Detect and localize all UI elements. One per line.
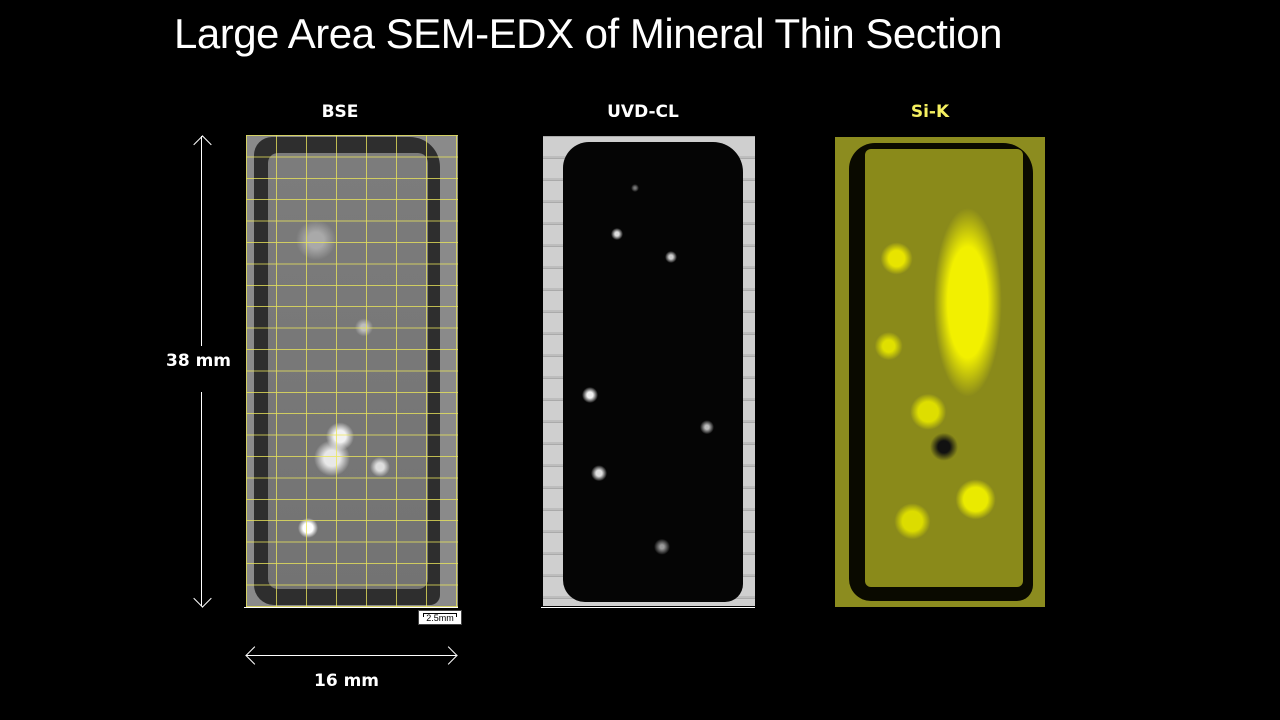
- bse-baseline: [244, 607, 458, 608]
- height-label: 38 mm: [166, 351, 232, 371]
- scale-bar-label: 2.5mm: [426, 613, 454, 623]
- height-dimension-line: [199, 136, 204, 606]
- arrow-right-icon: [439, 646, 458, 665]
- uvd-cl-sample: [563, 142, 743, 602]
- uvd-cl-baseline: [541, 607, 755, 608]
- width-dimension-line: [246, 655, 456, 656]
- panel-label-si-k: Si-K: [910, 102, 950, 122]
- panel-label-bse: BSE: [321, 102, 359, 122]
- arrow-left-icon: [245, 646, 264, 665]
- bse-tile-grid: [246, 135, 458, 607]
- slide-title: Large Area SEM-EDX of Mineral Thin Secti…: [174, 10, 1002, 57]
- width-label: 16 mm: [314, 671, 380, 691]
- si-k-sample-core: [865, 149, 1023, 587]
- panel-label-uvd-cl: UVD-CL: [607, 102, 679, 122]
- si-k-map-image: [835, 137, 1045, 607]
- arrow-down-icon: [193, 589, 212, 608]
- arrow-up-icon: [193, 135, 212, 154]
- scale-bar-tick: [423, 613, 457, 617]
- bse-image: [246, 135, 458, 607]
- scale-bar: 2.5mm: [418, 610, 462, 625]
- uvd-cl-image: [543, 136, 755, 606]
